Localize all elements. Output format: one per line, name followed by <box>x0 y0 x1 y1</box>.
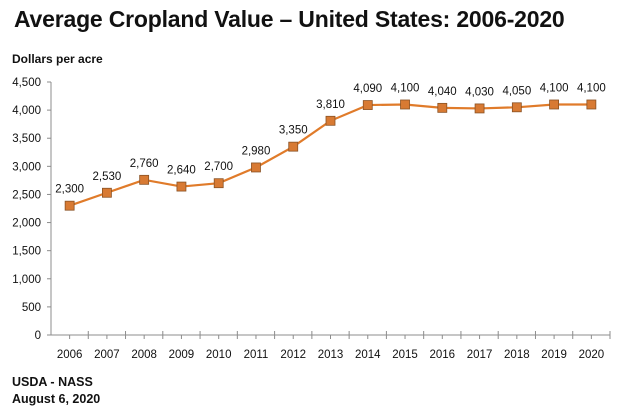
data-point-marker <box>139 174 150 185</box>
y-tick-label: 4,000 <box>12 105 41 117</box>
data-point-marker <box>400 99 410 110</box>
data-label: 4,100 <box>391 82 420 94</box>
y-ticks: 0 500 1,000 1,500 2,000 2,500 3,000 3,500 4,000 4… <box>12 77 51 342</box>
y-tick-label: 3,000 <box>12 161 41 173</box>
series <box>64 99 597 211</box>
date-label: August 6, 2020 <box>12 392 101 406</box>
y-axis-label: Dollars per acre <box>12 52 103 66</box>
data-label: 4,040 <box>428 86 457 98</box>
data-point-marker <box>362 100 373 110</box>
x-tick-label: 2009 <box>169 349 195 361</box>
source-label: USDA - NASS <box>12 375 93 389</box>
y-tick-label: 1,000 <box>12 274 41 286</box>
x-tick-label: 2016 <box>430 349 456 361</box>
x-tick-label: 2006 <box>57 349 83 361</box>
data-point-marker <box>288 141 299 152</box>
y-tick-label: 4,500 <box>12 77 41 89</box>
data-point-marker <box>325 115 336 126</box>
data-label: 2,530 <box>93 171 122 183</box>
data-label: 4,030 <box>465 86 494 98</box>
data-label: 2,700 <box>204 161 233 173</box>
x-tick-label: 2007 <box>94 349 120 361</box>
data-label: 4,100 <box>540 82 569 94</box>
x-tick-label: 2018 <box>504 349 530 361</box>
x-tick-label: 2008 <box>131 349 157 361</box>
data-label: 2,300 <box>55 184 84 196</box>
data-label: 4,090 <box>353 83 382 95</box>
data-point-marker <box>176 181 187 192</box>
data-point-marker <box>437 102 448 113</box>
y-tick-label: 0 <box>35 330 41 342</box>
data-labels: 2,300 2,530 2,760 2,640 2,700 2,980 3,350 3,810… <box>55 82 606 195</box>
data-point-marker <box>102 187 112 198</box>
x-tick-label: 2012 <box>280 349 306 361</box>
x-tick-label: 2020 <box>579 349 605 361</box>
data-label: 3,350 <box>279 125 308 137</box>
data-point-marker <box>64 200 75 211</box>
y-tick-label: 2,000 <box>12 218 41 230</box>
data-point-marker <box>213 178 224 189</box>
y-tick-label: 2,500 <box>12 189 41 201</box>
data-label: 2,980 <box>242 145 271 157</box>
x-ticks: 2006 2007 2008 2009 2010 2011 2012 2013 2014 2015… <box>57 331 611 361</box>
data-label: 4,050 <box>502 85 531 97</box>
x-tick-label: 2019 <box>541 349 567 361</box>
x-tick-label: 2015 <box>392 349 418 361</box>
x-tick-label: 2011 <box>244 349 269 361</box>
x-tick-label: 2010 <box>206 349 232 361</box>
x-tick-label: 2017 <box>467 349 493 361</box>
y-tick-label: 500 <box>22 302 41 314</box>
data-label: 3,810 <box>316 99 345 111</box>
y-tick-label: 3,500 <box>12 133 41 145</box>
data-label: 4,100 <box>577 82 606 94</box>
data-label: 2,760 <box>130 158 159 170</box>
data-point-marker <box>251 162 261 173</box>
data-point-marker <box>474 103 485 114</box>
data-point-marker <box>586 99 597 110</box>
chart-title: Average Cropland Value – United States: … <box>14 6 565 32</box>
y-tick-label: 1,500 <box>12 246 41 258</box>
data-point-marker <box>511 102 522 113</box>
x-tick-label: 2014 <box>355 349 381 361</box>
data-point-marker <box>549 99 559 110</box>
x-tick-label: 2013 <box>318 349 344 361</box>
data-label: 2,640 <box>167 165 196 177</box>
